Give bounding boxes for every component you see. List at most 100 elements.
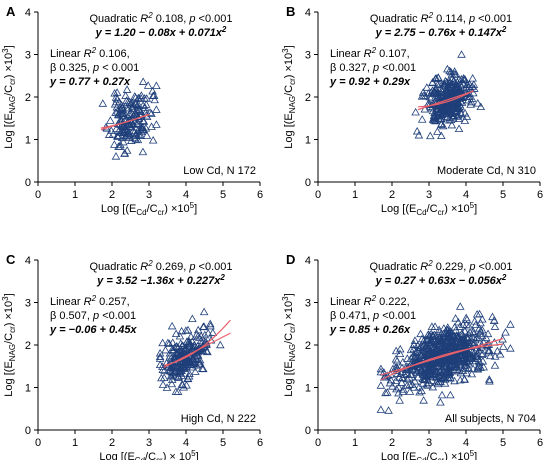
data-point	[392, 356, 402, 365]
data-point	[477, 331, 487, 340]
x-tick-label: 2	[109, 189, 115, 201]
data-point	[473, 99, 483, 107]
data-point	[175, 331, 185, 340]
data-point	[436, 398, 445, 406]
data-point	[164, 339, 174, 348]
x-tick-label: 4	[183, 437, 189, 449]
data-point	[454, 124, 464, 133]
data-point	[417, 366, 427, 374]
data-point	[437, 390, 447, 399]
data-point	[423, 335, 433, 343]
data-point	[435, 101, 445, 110]
y-tick-label: 4	[25, 255, 31, 267]
data-point	[462, 320, 471, 328]
x-tick-label: 1	[352, 437, 358, 449]
data-point	[165, 366, 175, 375]
data-point	[438, 107, 448, 115]
data-point	[465, 80, 474, 88]
data-point	[485, 375, 494, 383]
y-tick-label: 4	[25, 7, 31, 19]
y-tick-label: 1	[305, 135, 311, 147]
data-point	[415, 349, 425, 358]
data-point	[428, 382, 438, 391]
data-point	[452, 77, 462, 86]
data-point	[460, 108, 470, 117]
data-point	[398, 387, 408, 395]
data-point	[418, 88, 428, 96]
scatter-markers	[155, 307, 225, 395]
data-point	[430, 337, 439, 345]
data-point	[443, 325, 453, 334]
quadratic-stats: Quadratic R2 0.108, p <0.001	[90, 11, 233, 25]
x-tick-label: 6	[537, 437, 543, 449]
linear-equation: y = 0.77 + 0.27x	[49, 76, 131, 88]
data-point	[459, 75, 469, 84]
data-point	[185, 339, 194, 348]
data-point	[172, 342, 182, 351]
data-point	[506, 344, 515, 352]
data-point	[117, 109, 127, 117]
data-point	[432, 361, 442, 370]
data-point	[112, 102, 122, 111]
data-point	[470, 351, 480, 360]
data-point	[395, 396, 404, 404]
data-point	[150, 95, 159, 104]
data-point	[202, 346, 211, 355]
data-point	[465, 328, 475, 336]
data-point	[132, 119, 142, 128]
data-point	[188, 354, 197, 362]
data-point	[402, 369, 412, 377]
data-point	[462, 347, 471, 355]
data-point	[116, 109, 125, 118]
data-point	[111, 152, 121, 160]
data-point	[498, 342, 508, 350]
data-point	[184, 341, 194, 350]
x-axis-label: Log [(ECd/Ccr) ×105]	[381, 449, 477, 460]
group-label: Low Cd, N 172	[183, 165, 256, 177]
data-point	[436, 344, 445, 353]
data-point	[443, 105, 453, 114]
data-point	[110, 140, 119, 148]
data-point	[193, 331, 203, 340]
x-tick-label: 2	[389, 189, 395, 201]
y-tick-label: 2	[25, 92, 31, 104]
data-point	[450, 322, 459, 331]
data-point	[456, 351, 465, 359]
data-point	[137, 91, 146, 99]
data-point	[425, 99, 435, 108]
data-point	[450, 86, 460, 95]
data-point	[475, 309, 484, 318]
data-point	[495, 350, 505, 358]
data-point	[466, 353, 476, 362]
data-point	[119, 128, 128, 136]
data-point	[138, 147, 148, 156]
data-point	[423, 100, 433, 109]
data-point	[471, 335, 480, 344]
data-point	[462, 368, 471, 377]
data-point	[467, 97, 476, 106]
data-point	[192, 361, 201, 369]
data-point	[410, 336, 420, 344]
data-point	[427, 322, 437, 330]
linear-beta: β 0.471, p <0.001	[330, 310, 416, 322]
data-point	[178, 341, 187, 349]
y-tick-label: 2	[305, 92, 311, 104]
quadratic-stats: Quadratic R2 0.114, p <0.001	[370, 11, 512, 25]
data-point	[475, 357, 484, 366]
data-point	[447, 329, 456, 338]
data-point	[382, 388, 392, 396]
data-point	[149, 91, 159, 99]
data-point	[464, 95, 473, 104]
data-point	[468, 364, 478, 373]
x-tick-label: 3	[426, 189, 432, 201]
data-point	[188, 314, 197, 323]
data-point	[428, 86, 437, 94]
data-point	[177, 363, 186, 371]
data-point	[453, 334, 463, 342]
data-point	[424, 367, 434, 376]
data-point	[119, 137, 128, 146]
